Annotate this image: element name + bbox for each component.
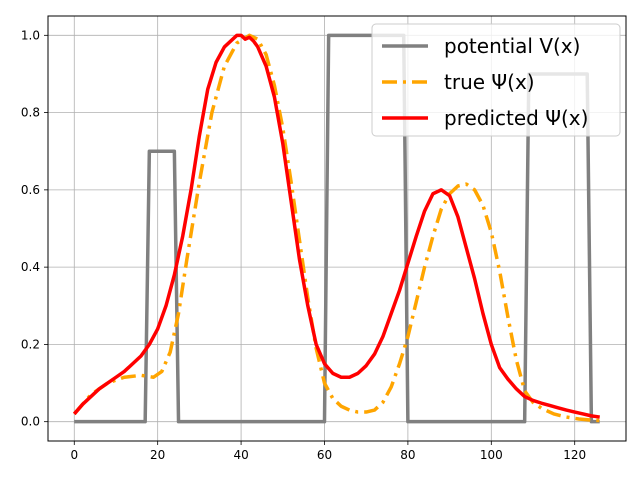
x-tick-label: 40 (233, 448, 248, 462)
y-tick-label: 0.4 (21, 260, 40, 274)
x-tick-label: 20 (150, 448, 165, 462)
y-tick-label: 0.2 (21, 337, 40, 351)
series-line-2 (72, 33, 600, 419)
legend-box (371, 23, 621, 137)
series-line-1 (72, 33, 600, 423)
x-tick-label: 100 (480, 448, 503, 462)
x-tick-label: 80 (400, 448, 415, 462)
legend-label-2: predicted Ψ(x) (444, 106, 588, 130)
x-axis-ticks: 0 20 40 60 80 100 120 (70, 441, 586, 462)
legend: potential V(x) true Ψ(x) predicted Ψ(x) (371, 23, 621, 137)
legend-label-1: true Ψ(x) (444, 70, 535, 94)
x-tick-label: 60 (317, 448, 332, 462)
x-tick-label: 0 (70, 448, 78, 462)
legend-label-0: potential V(x) (444, 34, 580, 58)
x-tick-label: 120 (563, 448, 586, 462)
y-tick-label: 0.6 (21, 183, 40, 197)
y-axis-ticks: 0.0 0.2 0.4 0.6 0.8 1.0 (21, 28, 48, 429)
y-tick-label: 0.8 (21, 106, 40, 120)
y-tick-label: 0.0 (21, 415, 40, 429)
y-tick-label: 1.0 (21, 28, 40, 42)
plot-frame (47, 15, 627, 442)
